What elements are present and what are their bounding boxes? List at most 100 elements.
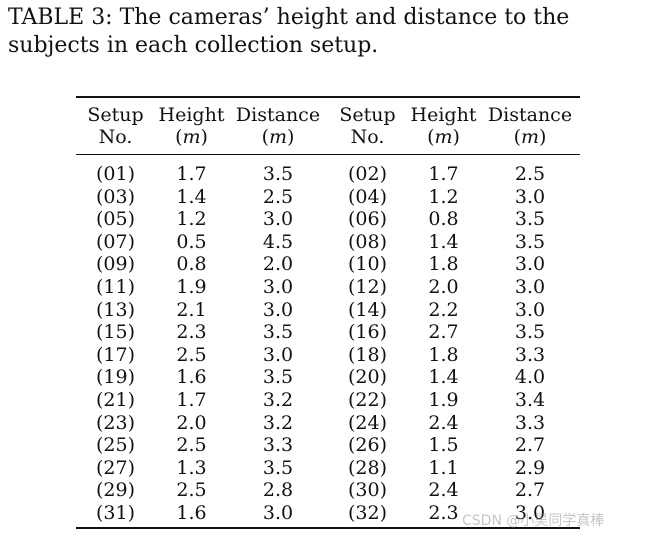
cell-distance-right: 3.5 [514, 230, 546, 253]
cell-height-right: 2.2 [428, 298, 459, 321]
cell-distance-right: 3.3 [514, 343, 546, 366]
cell-setup-no-left: (27) [95, 456, 135, 479]
cell-height-right: 1.4 [428, 366, 459, 389]
unit-m: m [182, 126, 201, 148]
header-height-unit-right: (m) [407, 126, 480, 155]
table-row: (21) 1.7 3.2 (22) 1.9 3.4 [76, 389, 580, 412]
cell-height-right: 1.8 [428, 343, 459, 366]
cell-distance-right: 3.5 [514, 208, 546, 231]
cell-distance-right: 3.4 [514, 388, 546, 411]
table-row: (09) 0.8 2.0 (10) 1.8 3.0 [76, 253, 580, 276]
cell-distance-left: 3.5 [262, 163, 294, 185]
cell-distance-left: 3.0 [262, 208, 294, 231]
unit-open: ( [175, 126, 183, 148]
cell-distance-left: 3.0 [262, 298, 294, 321]
table-row: (17) 2.5 3.0 (18) 1.8 3.3 [76, 344, 580, 367]
table-row: (31) 1.6 3.0 (32) 2.3 3.0 [76, 501, 580, 529]
cell-height-right: 2.4 [428, 479, 459, 502]
cell-height-left: 2.1 [176, 298, 207, 321]
table-row: (25) 2.5 3.3 (26) 1.5 2.7 [76, 434, 580, 457]
table-body: (01) 1.7 3.5 (02) 1.7 2.5 (03) 1.4 2.5 (04) 1.2 3.0… [76, 155, 580, 529]
cell-height-left: 2.0 [176, 411, 207, 434]
cell-setup-no-right: (08) [347, 230, 387, 253]
cell-setup-no-left: (19) [95, 366, 135, 389]
cell-height-left: 2.5 [176, 434, 207, 457]
unit-close: ) [287, 126, 295, 148]
cell-setup-no-left: (31) [76, 501, 155, 529]
unit-m: m [268, 126, 288, 148]
cell-setup-no-left: (05) [95, 208, 135, 231]
header-row-2: No. (m) (m) No. (m) (m) [76, 126, 580, 155]
csdn-watermark: CSDN @小吴同学真棒 [462, 513, 605, 529]
camera-setup-table: Setup Height Distance Setup Height Dista… [76, 96, 580, 529]
table-row: (11) 1.9 3.0 (12) 2.0 3.0 [76, 276, 580, 299]
header-setup-right: Setup [328, 96, 407, 126]
cell-height-left: 1.7 [176, 388, 207, 411]
cell-distance-left: 3.3 [262, 434, 294, 457]
header-distance-right: Distance [480, 96, 580, 126]
header-distance-left: Distance [228, 96, 328, 126]
cell-distance-left: 2.8 [262, 479, 294, 502]
unit-open: ( [427, 126, 435, 148]
cell-setup-no-left: (11) [95, 275, 135, 298]
cell-distance-right: 3.0 [514, 185, 546, 208]
cell-setup-no-right: (14) [347, 298, 387, 321]
cell-setup-no-right: (22) [347, 388, 387, 411]
cell-setup-no-right: (12) [347, 275, 387, 298]
cell-height-right: 2.7 [428, 321, 459, 344]
cell-height-left: 0.5 [176, 230, 207, 253]
cell-height-right: 0.8 [428, 208, 459, 231]
data-table-container: Setup Height Distance Setup Height Dista… [76, 96, 580, 529]
cell-distance-right: 4.0 [514, 366, 546, 389]
cell-distance-right: 2.9 [514, 456, 546, 479]
cell-height-right: 1.1 [428, 456, 459, 479]
cell-setup-no-left: (01) [95, 163, 135, 185]
cell-setup-no-right: (06) [347, 208, 387, 231]
unit-close: ) [452, 126, 460, 148]
cell-height-right: 1.9 [428, 388, 459, 411]
header-distance-unit-right: (m) [480, 126, 580, 155]
cell-distance-left: 3.5 [262, 321, 294, 344]
header-setup-left: Setup [76, 96, 155, 126]
cell-height-left: 2.3 [176, 321, 207, 344]
cell-setup-no-right: (26) [347, 434, 387, 457]
unit-m: m [434, 126, 453, 148]
cell-height-left: 2.5 [176, 343, 207, 366]
header-distance-unit-left: (m) [228, 126, 328, 155]
unit-close: ) [539, 126, 547, 148]
cell-distance-right: 3.0 [514, 275, 546, 298]
cell-distance-left: 3.2 [262, 388, 294, 411]
cell-height-right: 2.0 [428, 275, 459, 298]
table-row: (19) 1.6 3.5 (20) 1.4 4.0 [76, 366, 580, 389]
cell-height-right: 2.3 [407, 501, 480, 529]
cell-setup-no-left: (25) [95, 434, 135, 457]
unit-open: ( [513, 126, 521, 148]
cell-height-right: 1.7 [428, 163, 459, 185]
table-row: (07) 0.5 4.5 (08) 1.4 3.5 [76, 231, 580, 254]
unit-open: ( [261, 126, 269, 148]
cell-setup-no-left: (07) [95, 230, 135, 253]
cell-distance-right: 2.7 [514, 479, 546, 502]
cell-height-left: 0.8 [176, 253, 207, 276]
table-row: (05) 1.2 3.0 (06) 0.8 3.5 [76, 208, 580, 231]
cell-distance-right: 3.0 [514, 253, 546, 276]
cell-setup-no-left: (17) [95, 343, 135, 366]
cell-setup-no-right: (30) [347, 479, 387, 502]
cell-height-left: 1.9 [176, 275, 207, 298]
cell-height-right: 2.4 [428, 411, 459, 434]
cell-height-left: 2.5 [176, 479, 207, 502]
cell-setup-no-right: (18) [347, 343, 387, 366]
cell-setup-no-left: (09) [95, 253, 135, 276]
cell-distance-right: 3.0 [514, 298, 546, 321]
table-row: (27) 1.3 3.5 (28) 1.1 2.9 [76, 457, 580, 480]
cell-setup-no-left: (13) [95, 298, 135, 321]
cell-setup-no-right: (24) [347, 411, 387, 434]
cell-height-right: 1.5 [428, 434, 459, 457]
cell-setup-no-right: (20) [347, 366, 387, 389]
unit-m: m [520, 126, 540, 148]
header-height-unit-left: (m) [155, 126, 228, 155]
cell-height-right: 1.8 [428, 253, 459, 276]
cell-setup-no-right: (28) [347, 456, 387, 479]
cell-distance-left: 2.5 [262, 185, 294, 208]
cell-height-right: 1.2 [428, 185, 459, 208]
